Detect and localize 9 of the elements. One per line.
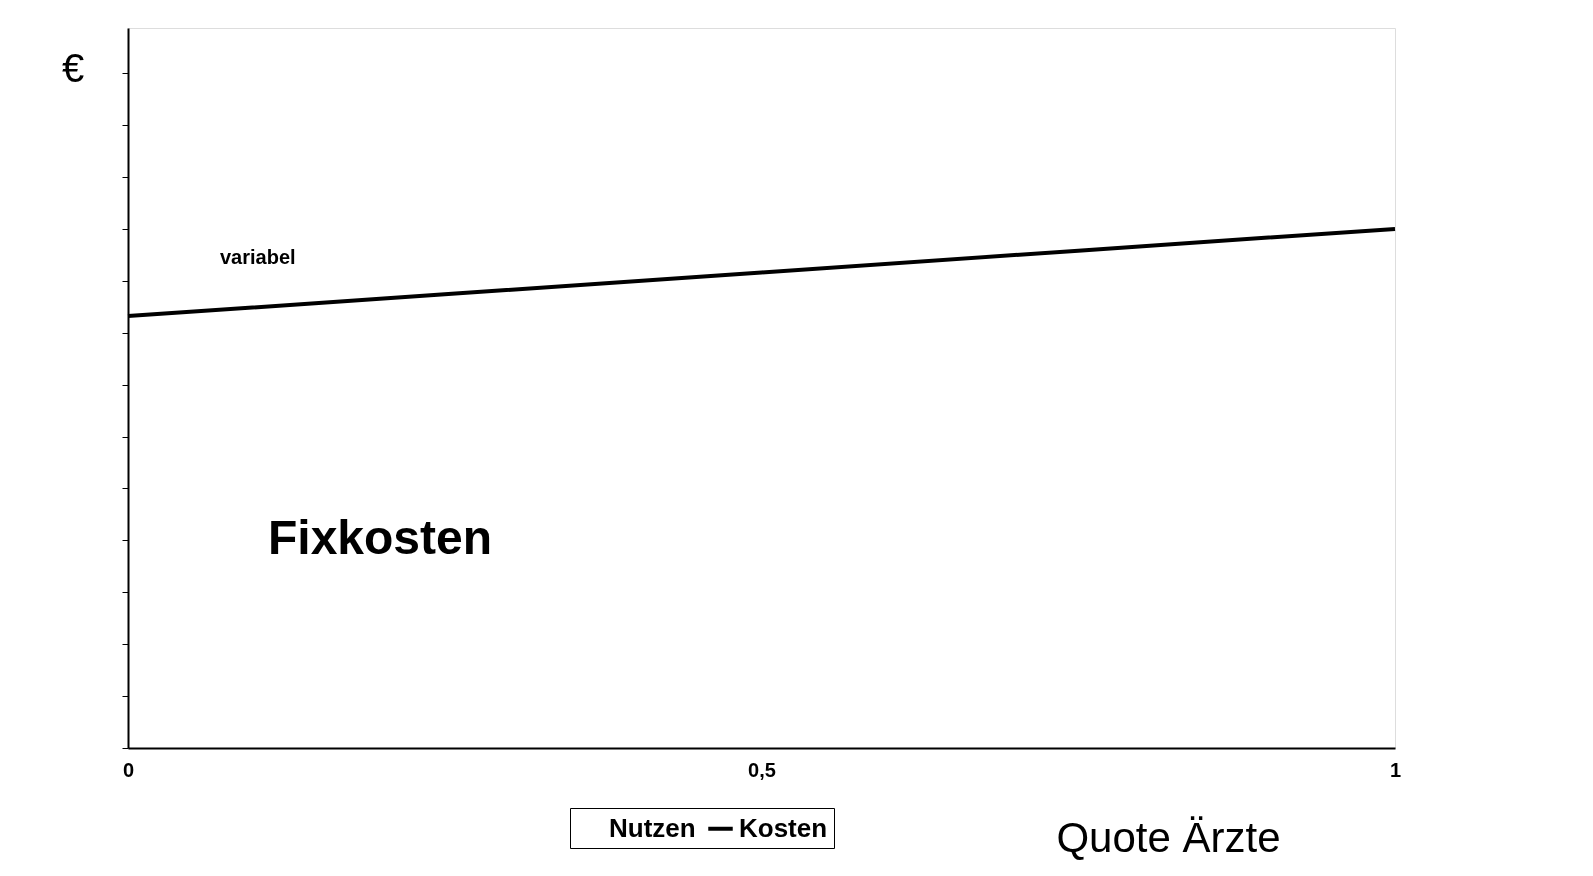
legend-label: Kosten <box>739 812 828 843</box>
x-tick-label: 1 <box>1389 758 1402 781</box>
annotation: Fixkosten <box>268 511 493 564</box>
x-axis-title: Quote Ärzte <box>1056 813 1281 861</box>
text: Nutzen <box>609 812 696 843</box>
y-axis-title: € <box>61 46 85 90</box>
annotation: variabel <box>220 246 296 268</box>
x-tick-label: 0 <box>122 758 135 781</box>
x-tick-label: 0,5 <box>748 758 776 781</box>
